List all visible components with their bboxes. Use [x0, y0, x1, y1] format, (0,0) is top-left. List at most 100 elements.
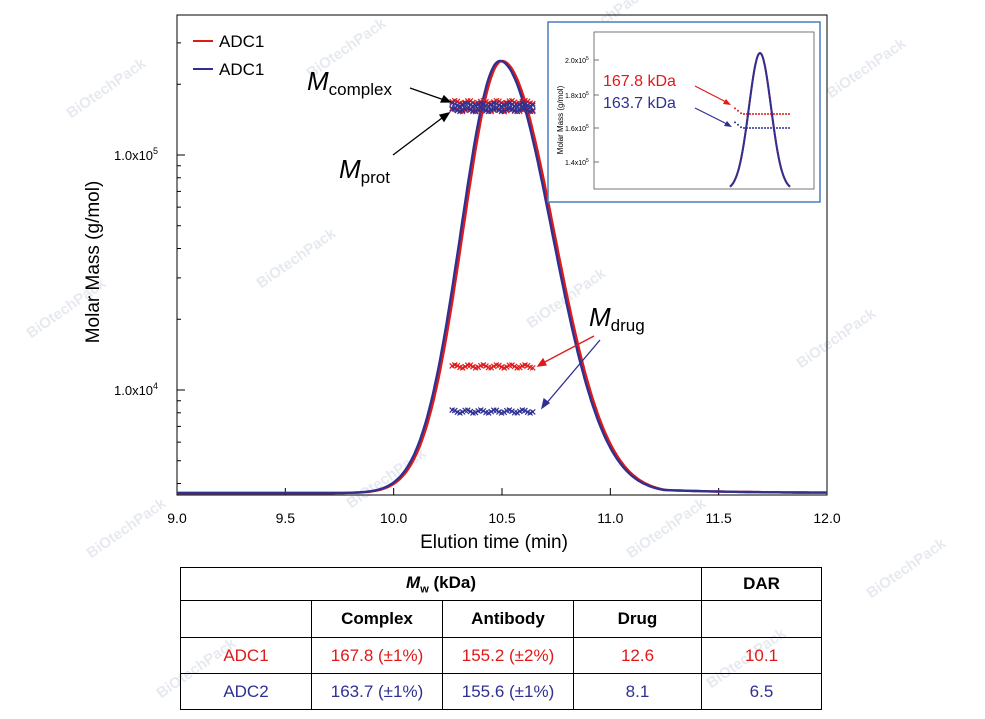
inset-mass-point	[785, 113, 787, 115]
y-tick-exponent: 4	[153, 381, 158, 391]
drug-mass-point	[501, 409, 508, 416]
cell-drug-adc2: 8.1	[573, 673, 702, 710]
complex-mass-point	[501, 102, 508, 109]
x-tick-label: 9.0	[167, 510, 187, 526]
annotation-m-prot: Mprot	[339, 154, 390, 187]
legend-label-1: ADC1	[219, 32, 264, 51]
drug-mass-point	[451, 407, 458, 414]
inset-mass-point	[746, 127, 748, 129]
inset-mass-point	[734, 107, 736, 110]
cell-antibody-adc1: 155.2 (±2%)	[442, 637, 574, 674]
prot-mass-point	[501, 107, 508, 114]
drug-mass-point	[524, 362, 531, 369]
annotation-m-drug-main: M	[589, 302, 611, 332]
x-tick-label: 11.5	[706, 510, 732, 526]
cell-complex-adc1: 167.8 (±1%)	[311, 637, 443, 674]
annotation-m-prot-sub: prot	[361, 168, 391, 187]
col-header-drug: Drug	[573, 600, 702, 638]
inset-y-tick-exponent: 5	[586, 56, 589, 62]
inset-mass-point	[755, 113, 757, 115]
inset-mass-point	[767, 113, 769, 115]
inset-plot-frame	[593, 31, 815, 190]
x-tick-label: 10.5	[488, 510, 515, 526]
legend: ADC1 ADC1	[193, 32, 264, 79]
inset-mass-point	[752, 113, 754, 115]
inset-mass-point	[755, 127, 757, 129]
inset-mass-point	[779, 127, 781, 129]
table-corner-cell	[180, 600, 312, 638]
y-axis-label: Molar Mass (g/mol)	[83, 181, 104, 344]
annotation-m-complex-sub: complex	[329, 80, 393, 99]
drug-mass-point	[459, 409, 466, 415]
table-header-row-1: Mw (kDa) DAR	[180, 567, 822, 601]
x-tick-label: 11.0	[597, 510, 623, 526]
annotation-arrows	[392, 87, 601, 410]
inset-mass-point	[734, 121, 736, 124]
inset-mass-point	[776, 127, 778, 129]
inset-arrowhead-red	[723, 99, 731, 105]
elution-curve-2	[177, 59, 828, 495]
inset-y-axis-label: Molar Mass (g/mol)	[556, 85, 565, 154]
inset-mass-point	[758, 113, 760, 115]
inset-mass-point	[776, 113, 778, 115]
table-header-row-2: Complex Antibody Drug	[180, 600, 822, 638]
y-tick-exponent: 5	[153, 146, 158, 156]
cell-drug-adc1: 12.6	[573, 637, 702, 674]
drug-mass-point	[516, 364, 523, 371]
arrowhead-drug-blue	[540, 397, 551, 410]
prot-mass-point	[529, 107, 536, 114]
complex-mass-point	[480, 101, 487, 107]
cell-antibody-adc2: 155.6 (±1%)	[442, 673, 574, 710]
arrow-drug-blue	[544, 339, 601, 406]
inset-mass-point	[740, 112, 742, 115]
inset-mass-point	[782, 113, 784, 115]
inset-arrowhead-blue	[724, 121, 732, 127]
col-header-antibody: Antibody	[442, 600, 574, 638]
inset-mass-point	[749, 113, 751, 115]
inset-mass-point	[737, 123, 739, 126]
cell-complex-adc2: 163.7 (±1%)	[311, 673, 443, 710]
complex-mass-point	[459, 102, 466, 109]
inset-y-tick-label: 1.4x105	[565, 158, 589, 167]
annotation-m-prot-main: M	[339, 154, 361, 184]
prot-mass-point	[459, 107, 466, 114]
drug-mass-point	[522, 407, 528, 414]
arrowhead-drug-red	[536, 357, 547, 367]
inset-mass-point	[773, 127, 775, 129]
inset-mass-point	[743, 113, 745, 115]
y-tick-label: 1.0x104	[114, 381, 158, 398]
mw-header-main: M	[406, 572, 421, 592]
inset-mass-point	[764, 113, 766, 115]
inset-y-tick-label: 1.8x105	[565, 91, 589, 100]
complex-mass-point	[451, 100, 458, 107]
prot-mass-point	[451, 106, 458, 112]
complex-mass-point	[522, 100, 528, 107]
inset-y-tick-exponent: 5	[586, 91, 589, 97]
annotation-m-drug: Mdrug	[589, 302, 645, 335]
cell-dar-adc1: 10.1	[701, 637, 822, 674]
mw-header: Mw (kDa)	[180, 567, 702, 601]
row-label-adc1: ADC1	[180, 637, 312, 674]
drug-mass-point	[480, 407, 487, 414]
inset-label-adc2: 163.7 kDa	[603, 95, 676, 112]
inset-y-tick-exponent: 5	[586, 158, 589, 164]
annotation-m-complex: Mcomplex	[307, 66, 392, 99]
inset-label-adc1: 167.8 kDa	[603, 73, 676, 90]
dar-header: DAR	[701, 567, 822, 601]
inset-mass-point	[770, 127, 772, 129]
x-tick-label: 9.5	[276, 510, 296, 526]
inset-border	[547, 21, 821, 203]
inset-chart: Molar Mass (g/mol) 2.0x105 1.8x105 1.6x105…	[547, 21, 821, 203]
inset-mass-point	[743, 127, 745, 129]
table-row: ADC1 167.8 (±1%) 155.2 (±2%) 12.6 10.1	[180, 637, 822, 674]
inset-mass-point	[749, 127, 751, 129]
inset-mass-point	[773, 113, 775, 115]
inset-mass-point	[788, 113, 790, 115]
drug-mass-point	[496, 362, 502, 369]
row-label-adc2: ADC2	[180, 673, 312, 710]
prot-mass-point	[472, 108, 479, 114]
results-table: Mw (kDa) DAR Complex Antibody Drug ADC1 …	[180, 567, 822, 710]
col-header-complex: Complex	[311, 600, 443, 638]
complex-mass-point	[529, 102, 536, 109]
inset-mass-point	[761, 127, 763, 129]
